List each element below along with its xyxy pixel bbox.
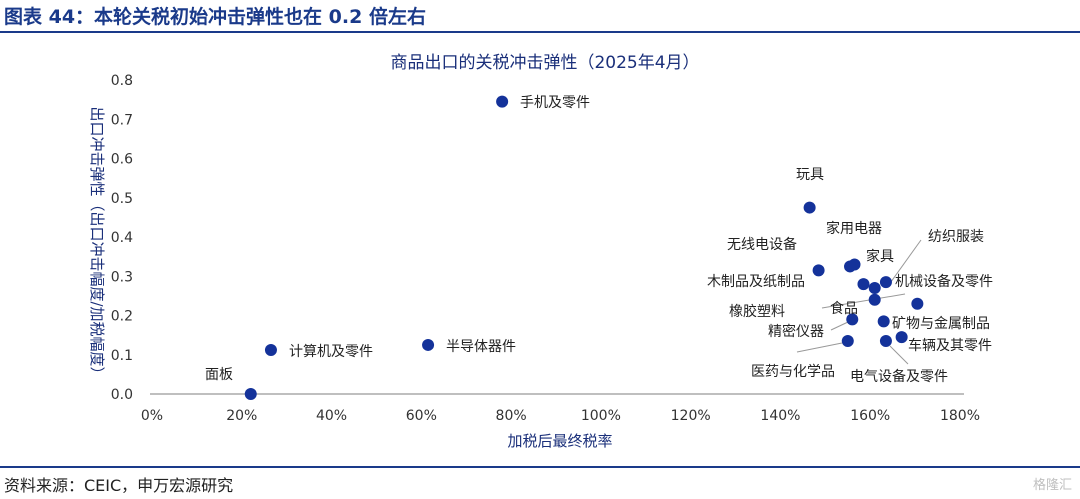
leader-line: [796, 342, 843, 353]
y-axis-title: 出口冲击弹性（出口冲击幅度/加税幅度）: [88, 106, 106, 381]
data-point: [422, 338, 435, 351]
y-tick-label: 0.6: [111, 152, 133, 168]
scatter-chart: 商品出口的关税冲击弹性（2025年4月） 0.00.10.20.30.40.50…: [88, 53, 993, 450]
data-point: [868, 282, 881, 295]
data-point-label: 机械设备及零件: [895, 273, 993, 290]
leader-line: [889, 345, 909, 365]
data-point-label: 家具: [866, 248, 894, 265]
x-tick-label: 160%: [850, 408, 890, 424]
data-point-label: 车辆及其零件: [908, 337, 992, 354]
data-point: [244, 388, 257, 400]
x-tick-label: 100%: [581, 408, 621, 424]
data-points: [244, 95, 924, 400]
figure-title: 图表 44：本轮关税初始冲击弹性也在 0.2 倍左右: [4, 6, 426, 28]
data-point: [803, 201, 816, 214]
data-point-label: 精密仪器: [768, 323, 824, 340]
data-point-label: 无线电设备: [727, 236, 797, 253]
x-tick-label: 80%: [496, 408, 527, 424]
data-point-label: 食品: [830, 300, 858, 317]
y-tick-label: 0.7: [111, 112, 133, 128]
data-point: [812, 264, 825, 277]
data-point-label: 矿物与金属制品: [892, 316, 990, 332]
data-point: [844, 260, 857, 273]
data-point-label: 家用电器: [826, 220, 882, 237]
data-point: [264, 344, 277, 357]
data-point: [841, 335, 854, 348]
y-tick-label: 0.8: [111, 73, 133, 89]
data-point: [846, 313, 859, 326]
data-point-label: 电气设备及零件: [850, 368, 948, 385]
leader-line: [830, 321, 849, 331]
y-tick-label: 0.0: [111, 387, 133, 403]
data-point-label: 医药与化学品: [751, 364, 835, 380]
top-rule: [0, 31, 1080, 33]
leader-line: [887, 239, 922, 287]
data-point-label: 橡胶塑料: [729, 303, 785, 320]
y-axis-ticks: 0.0 0.1 0.2 0.3 0.4 0.5 0.6 0.7 0.8: [111, 73, 133, 403]
y-tick-label: 0.5: [111, 191, 133, 207]
source-note: 资料来源：CEIC，申万宏源研究: [4, 476, 234, 495]
x-axis-title: 加税后最终税率: [507, 432, 612, 450]
data-point: [879, 276, 892, 289]
x-tick-label: 40%: [316, 408, 347, 424]
y-tick-label: 0.4: [111, 230, 133, 246]
y-tick-label: 0.1: [111, 348, 133, 364]
data-point-label: 面板: [205, 367, 233, 383]
data-point: [911, 297, 924, 310]
data-point-label: 手机及零件: [520, 95, 590, 111]
x-tick-label: 60%: [406, 408, 437, 424]
y-tick-label: 0.2: [111, 309, 133, 325]
x-tick-label: 20%: [226, 408, 257, 424]
x-tick-label: 0%: [141, 408, 163, 424]
data-point: [877, 315, 890, 328]
data-point: [857, 278, 870, 291]
data-point: [879, 335, 892, 348]
data-point: [496, 95, 509, 108]
label-leader-lines: [796, 239, 922, 365]
x-tick-label: 180%: [940, 408, 980, 424]
data-point-label: 半导体器件: [446, 339, 516, 355]
y-tick-label: 0.3: [111, 269, 133, 285]
data-point-label: 计算机及零件: [289, 344, 373, 360]
x-tick-label: 140%: [760, 408, 800, 424]
leader-line: [821, 293, 906, 309]
x-axis-ticks: 0% 20% 40% 60% 80% 100% 120% 140% 160% 180%: [141, 408, 980, 424]
data-point-label: 玩具: [796, 167, 824, 183]
data-point-label: 木制品及纸制品: [707, 274, 805, 290]
data-point-label: 纺织服装: [928, 229, 984, 245]
x-tick-label: 120%: [671, 408, 711, 424]
bottom-rule: [0, 466, 1080, 468]
data-point: [868, 293, 881, 306]
chart-title: 商品出口的关税冲击弹性（2025年4月）: [390, 53, 699, 73]
watermark: 格隆汇: [1032, 478, 1072, 493]
data-point: [895, 331, 908, 344]
